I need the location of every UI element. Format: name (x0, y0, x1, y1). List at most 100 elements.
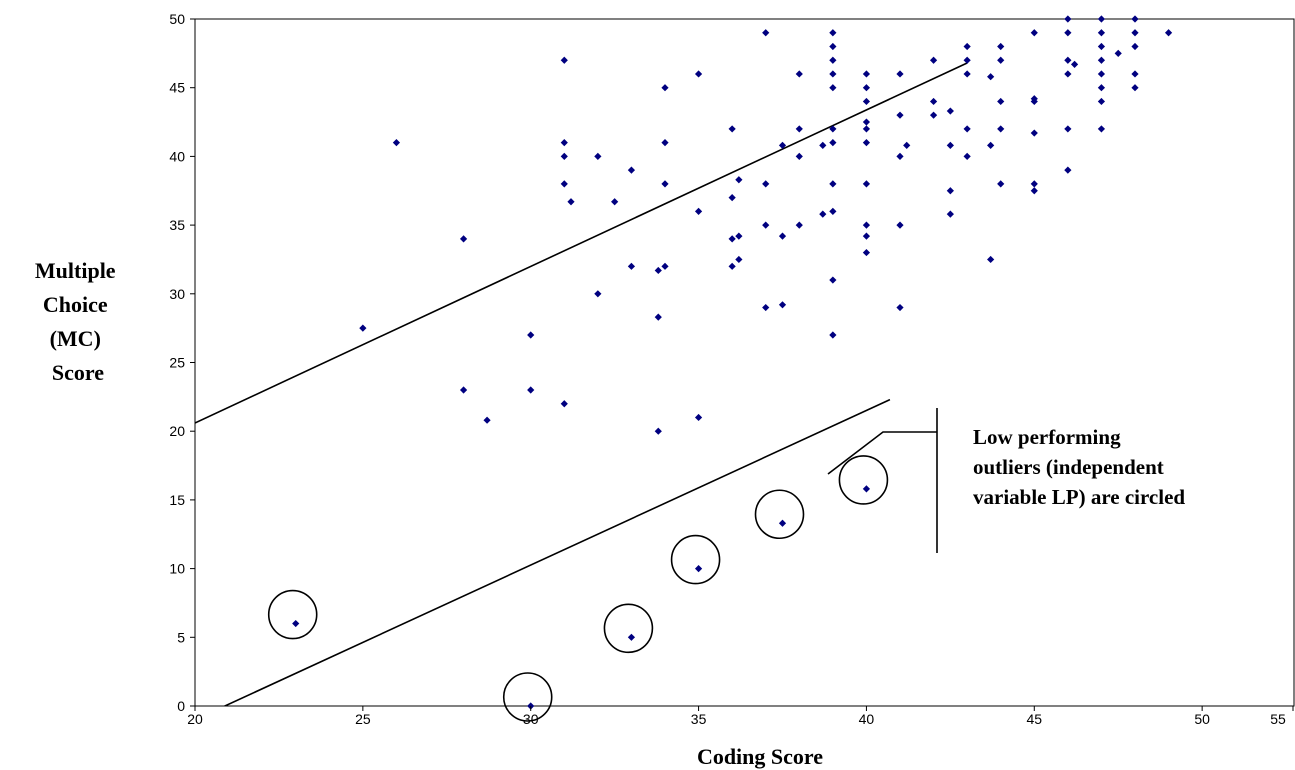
data-point (862, 180, 871, 188)
data-point (654, 313, 662, 321)
data-point (728, 125, 736, 133)
data-point (896, 152, 904, 160)
data-point (1097, 15, 1106, 23)
data-point (946, 141, 954, 150)
data-point (963, 56, 971, 64)
data-point (661, 84, 669, 92)
data-point (728, 262, 736, 270)
data-point (829, 180, 837, 188)
data-point (896, 303, 904, 312)
y-axis-title-line: (MC) (50, 326, 101, 351)
data-point (929, 97, 938, 106)
plot-area (194, 18, 1295, 707)
data-point (795, 152, 803, 160)
trend-line (222, 398, 891, 706)
data-point (1097, 97, 1106, 106)
data-point (829, 125, 837, 133)
annotation-text: Low performing outliers (independent var… (973, 425, 1185, 509)
data-point (1097, 125, 1106, 133)
data-point (359, 324, 367, 332)
data-point (560, 152, 568, 160)
annotation-line: outliers (independent (973, 455, 1164, 479)
data-points (292, 15, 1173, 710)
data-point (762, 221, 770, 229)
plot-border (194, 18, 1295, 707)
x-tick-label: 50 (1194, 711, 1210, 727)
data-point (1030, 180, 1038, 188)
data-point (1131, 70, 1139, 78)
outlier-circle (754, 489, 805, 540)
data-point (527, 331, 535, 339)
data-point (694, 413, 703, 422)
data-point (1131, 42, 1139, 51)
data-point (483, 416, 491, 424)
data-point (896, 221, 904, 229)
data-point (862, 125, 871, 133)
data-point (694, 70, 703, 78)
y-tick-label: 20 (169, 423, 185, 439)
y-axis-title-line: Score (52, 360, 104, 385)
data-point (728, 194, 736, 202)
y-axis-title-line: Choice (43, 292, 108, 317)
data-point (292, 619, 300, 628)
data-point (829, 276, 837, 284)
data-point (963, 42, 971, 51)
data-point (560, 180, 568, 188)
x-tick-label: 45 (1026, 711, 1042, 727)
data-point (778, 141, 787, 150)
data-point (1114, 49, 1122, 57)
data-point (862, 97, 871, 106)
data-point (778, 519, 787, 527)
data-point (594, 152, 602, 160)
data-point (1064, 15, 1072, 23)
y-tick-label: 50 (169, 11, 185, 27)
y-tick-label: 15 (169, 492, 185, 508)
x-tick-label: 30 (523, 711, 539, 727)
x-tick-label: 35 (691, 711, 707, 727)
data-point (997, 56, 1005, 64)
data-point (627, 166, 636, 174)
data-point (963, 70, 971, 78)
outlier-callout (827, 408, 938, 553)
data-point (1064, 70, 1072, 78)
data-point (997, 97, 1005, 106)
data-point (611, 198, 619, 206)
data-point (627, 633, 636, 641)
data-point (560, 139, 568, 147)
data-point (862, 118, 871, 126)
y-tick-label: 30 (169, 286, 185, 302)
data-point (829, 84, 837, 92)
data-point (862, 248, 871, 257)
data-point (762, 29, 770, 37)
data-point (1131, 84, 1139, 92)
x-tick-label: 55 (1270, 711, 1286, 727)
data-point (829, 207, 837, 215)
data-point (392, 139, 401, 147)
data-point (594, 290, 602, 298)
y-tick-label: 0 (177, 698, 185, 714)
annotation-line: Low performing (973, 425, 1121, 449)
outlier-circle (502, 672, 553, 722)
data-point (762, 180, 770, 188)
data-point (654, 266, 662, 275)
data-point (997, 180, 1005, 188)
data-point (778, 301, 787, 309)
data-point (987, 255, 995, 264)
data-point (963, 152, 971, 160)
data-point (829, 70, 837, 78)
x-tick-label: 40 (859, 711, 875, 727)
data-point (694, 207, 703, 215)
data-point (903, 141, 911, 150)
data-point (627, 262, 636, 270)
data-point (661, 139, 669, 147)
data-point (1097, 56, 1106, 64)
data-point (735, 176, 743, 184)
data-point (778, 232, 787, 240)
data-point (567, 198, 575, 206)
y-axis-title-line: Multiple (35, 258, 116, 283)
data-point (997, 125, 1005, 133)
data-point (862, 232, 871, 240)
data-point (862, 139, 871, 147)
data-point (829, 139, 837, 147)
